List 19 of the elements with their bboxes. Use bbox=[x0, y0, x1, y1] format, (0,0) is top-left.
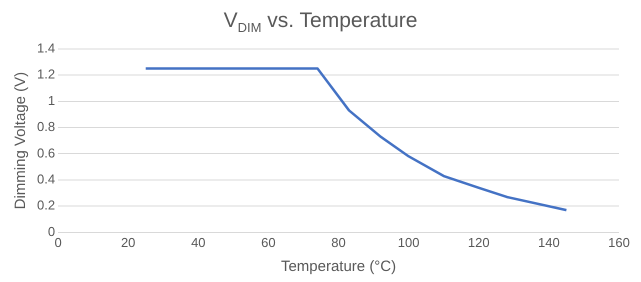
x-tick-label: 80 bbox=[331, 234, 346, 250]
x-tick-label: 120 bbox=[468, 234, 490, 250]
y-tick-label: 1 bbox=[48, 92, 56, 108]
x-tick-label: 160 bbox=[608, 234, 630, 250]
y-tick-label: 1.2 bbox=[36, 66, 56, 82]
y-axis-title: Dimming Voltage (V) bbox=[12, 72, 30, 210]
y-tick-label: 1.4 bbox=[36, 40, 56, 56]
y-tick-label: 0.8 bbox=[36, 119, 56, 134]
y-tick-label: 0.6 bbox=[36, 145, 56, 160]
x-tick-label: 140 bbox=[538, 234, 560, 250]
y-tick-label: 0.4 bbox=[36, 172, 56, 187]
x-axis-title: Temperature (°C) bbox=[280, 258, 396, 276]
x-tick-label: 60 bbox=[261, 234, 276, 250]
x-tick-label: 20 bbox=[120, 234, 136, 250]
y-tick-label: 0 bbox=[48, 224, 56, 239]
y-tick-label: 0.2 bbox=[36, 198, 56, 213]
x-tick-label: 100 bbox=[398, 234, 420, 250]
chart-title: V$_{DIM}$ vs. Temperature bbox=[222, 8, 418, 38]
x-tick-label: 40 bbox=[191, 234, 206, 250]
